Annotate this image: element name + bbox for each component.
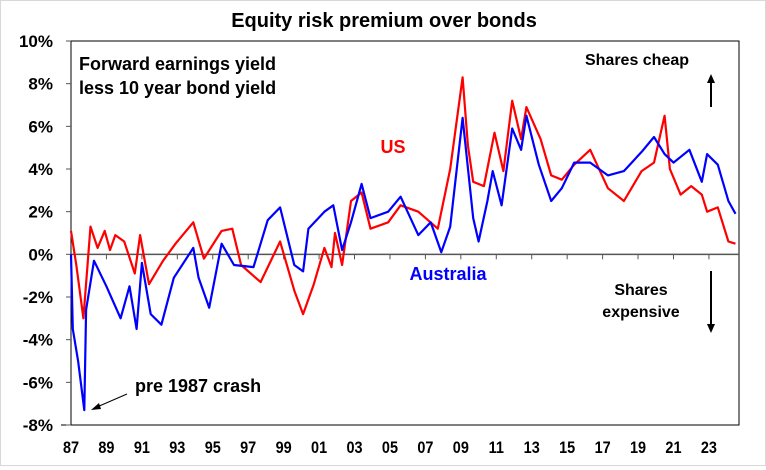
- y-tick-label: 10%: [19, 32, 53, 51]
- chart-title: Equity risk premium over bonds: [231, 10, 537, 32]
- x-tick-label: 07: [417, 439, 433, 457]
- y-tick-label: -8%: [23, 416, 53, 435]
- arrow-down-icon: [707, 271, 715, 333]
- shares-expensive-label-line1: Shares: [614, 282, 667, 299]
- x-tick-label: 13: [524, 439, 540, 457]
- legend-us: US: [380, 137, 405, 157]
- y-tick-label: -6%: [23, 373, 53, 392]
- x-tick-label: 89: [98, 439, 114, 457]
- axes: 10% 8% 6% 4% 2% 0% -2% -4% -6% -8% 87 89 91 93 95 97 99 0…: [19, 32, 740, 457]
- series-line-us: [69, 76, 736, 320]
- x-tick-label: 95: [205, 439, 221, 457]
- y-tick-label: 6%: [28, 117, 53, 136]
- x-tick-label: 15: [559, 439, 575, 457]
- x-tick-label: 21: [665, 439, 681, 457]
- y-tick-label: -2%: [23, 288, 53, 307]
- crash-arrow-icon: [91, 393, 128, 410]
- x-tick-label: 97: [240, 439, 256, 457]
- x-tick-label: 11: [489, 439, 504, 457]
- x-tick-label: 99: [276, 439, 292, 457]
- y-tick-label: 2%: [28, 203, 53, 222]
- x-tick-label: 17: [595, 439, 611, 457]
- x-tick-label: 91: [134, 439, 150, 457]
- shares-cheap-label: Shares cheap: [585, 52, 689, 69]
- x-tick-label: 05: [382, 439, 398, 457]
- legend-australia: Australia: [409, 264, 487, 284]
- x-tick-label: 09: [453, 439, 469, 457]
- x-tick-label: 19: [630, 439, 646, 457]
- plot-frame: [70, 40, 740, 426]
- x-tick-label: 03: [346, 439, 362, 457]
- crash-annotation: pre 1987 crash: [135, 376, 261, 396]
- subtitle-line2: less 10 year bond yield: [79, 78, 276, 98]
- series-line-australia: [69, 114, 737, 412]
- series-lines: [69, 76, 737, 412]
- y-tick-label: -4%: [23, 331, 53, 350]
- subtitle-line1: Forward earnings yield: [79, 54, 276, 74]
- x-tick-label: 93: [169, 439, 185, 457]
- y-tick-label: 0%: [28, 245, 53, 264]
- arrow-up-icon: [707, 74, 715, 107]
- x-tick-label: 01: [311, 439, 327, 457]
- x-tick-label: 87: [63, 439, 79, 457]
- y-tick-label: 8%: [28, 75, 53, 94]
- shares-expensive-label-line2: expensive: [602, 304, 679, 321]
- x-tick-label: 23: [701, 439, 717, 457]
- y-tick-label: 4%: [28, 160, 53, 179]
